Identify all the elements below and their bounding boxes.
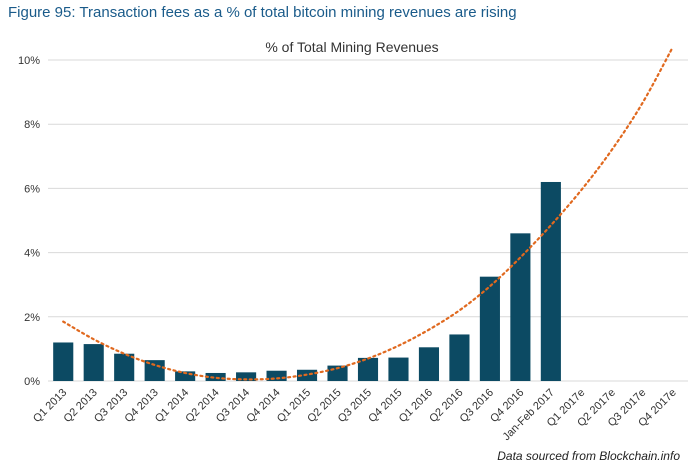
y-tick-label: 8% [24,119,40,131]
y-tick-label: 6% [24,183,40,195]
bar [266,370,287,381]
bar [205,372,226,381]
bar [357,357,379,381]
bar [418,347,440,381]
source-note: Data sourced from Blockchain.info [497,449,680,463]
y-tick-label: 10% [18,55,40,67]
figure-title: Figure 95: Transaction fees as a % of to… [8,4,517,21]
y-tick-label: 2% [24,312,40,324]
bar [83,344,104,381]
bar [53,342,74,381]
bar [236,372,257,381]
bar [114,353,135,381]
bar [388,357,409,381]
bar [479,276,500,381]
y-tick-label: 4% [24,248,40,260]
bar [540,181,561,381]
bar [510,233,531,381]
bar [449,334,470,381]
trendline [62,46,674,381]
chart-title: % of Total Mining Revenues [265,39,438,55]
bar [175,371,196,381]
y-tick-label: 0% [24,376,40,388]
